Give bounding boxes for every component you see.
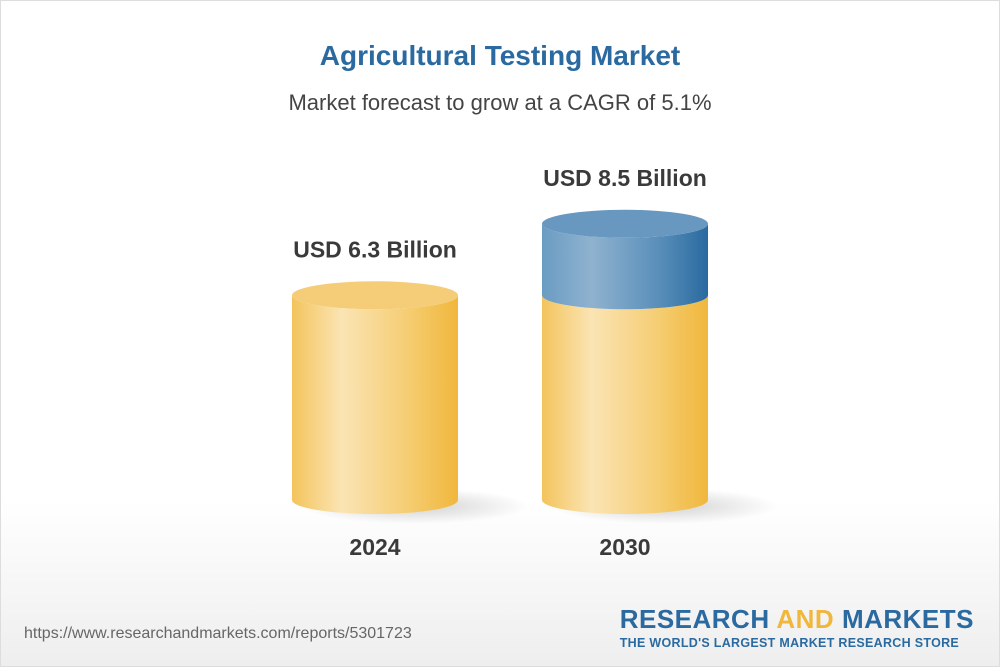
cylinder-top xyxy=(542,209,708,238)
logo-text: MARKETS xyxy=(834,604,974,634)
logo-tagline: THE WORLD'S LARGEST MARKET RESEARCH STOR… xyxy=(619,636,960,650)
category-label: 2024 xyxy=(349,534,400,560)
research-and-markets-logo: RESEARCH AND MARKETS THE WORLD'S LARGEST… xyxy=(620,604,974,650)
chart-subtitle: Market forecast to grow at a CAGR of 5.1… xyxy=(288,90,712,115)
cylinder-growth-segment xyxy=(542,223,708,310)
source-url[interactable]: https://www.researchandmarkets.com/repor… xyxy=(24,625,412,642)
logo-text-and: AND xyxy=(776,604,835,634)
cylinder-base-segment xyxy=(542,295,708,514)
cylinder-top xyxy=(292,281,458,310)
chart-title: Agricultural Testing Market xyxy=(319,40,681,71)
data-label: USD 8.5 Billion xyxy=(543,165,707,191)
category-label: 2030 xyxy=(599,534,650,560)
logo-text: RESEARCH xyxy=(619,604,777,634)
data-label: USD 6.3 Billion xyxy=(293,236,457,262)
cylinder-base-segment xyxy=(292,295,458,514)
